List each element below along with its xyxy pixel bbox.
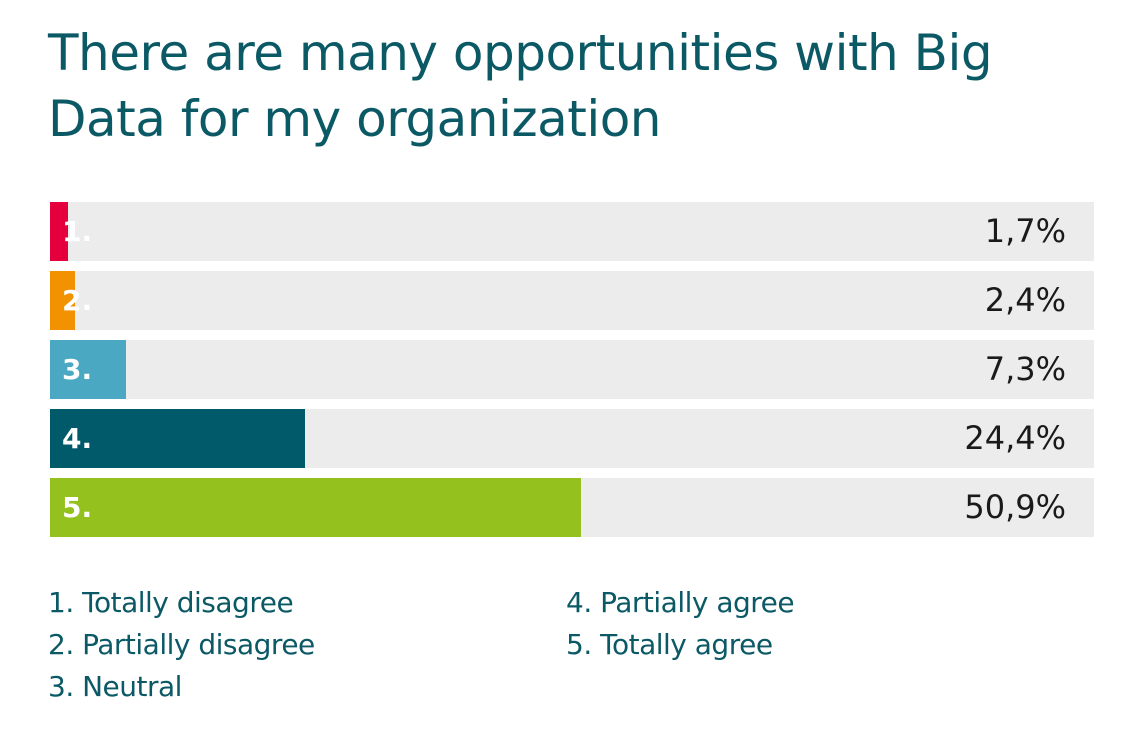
bar (50, 478, 582, 537)
chart-title: There are many opportunities with Big Da… (48, 24, 993, 148)
bar-row: 1. 1,7% (50, 202, 1094, 261)
bar-category-label: 2. (62, 284, 93, 317)
bar-value-label: 7,3% (984, 350, 1066, 388)
bar-row: 5. 50,9% (50, 478, 1094, 537)
legend-entry: 5. Totally agree (566, 628, 773, 661)
bar (50, 340, 127, 399)
legend-entry: 2. Partially disagree (48, 628, 315, 661)
legend-entry: 1. Totally disagree (48, 586, 294, 619)
bar-row: 4. 24,4% (50, 409, 1094, 468)
bar-value-label: 24,4% (964, 419, 1066, 457)
bar-category-label: 5. (62, 491, 93, 524)
bar-value-label: 50,9% (964, 488, 1066, 526)
bar (50, 202, 68, 261)
bar-row: 3. 7,3% (50, 340, 1094, 399)
bar-category-label: 1. (62, 215, 93, 248)
bar (50, 271, 76, 330)
legend-entry: 4. Partially agree (566, 586, 795, 619)
legend-entry: 3. Neutral (48, 670, 182, 703)
bar-category-label: 4. (62, 422, 93, 455)
bar-value-label: 2,4% (984, 281, 1066, 319)
bar-value-label: 1,7% (984, 212, 1066, 250)
bar-chart: 1. 1,7% 2. 2,4% 3. 7,3% 4. 24,4% 5. 50,9% (50, 202, 1094, 547)
bar-row: 2. 2,4% (50, 271, 1094, 330)
bar (50, 409, 305, 468)
bar-category-label: 3. (62, 353, 93, 386)
